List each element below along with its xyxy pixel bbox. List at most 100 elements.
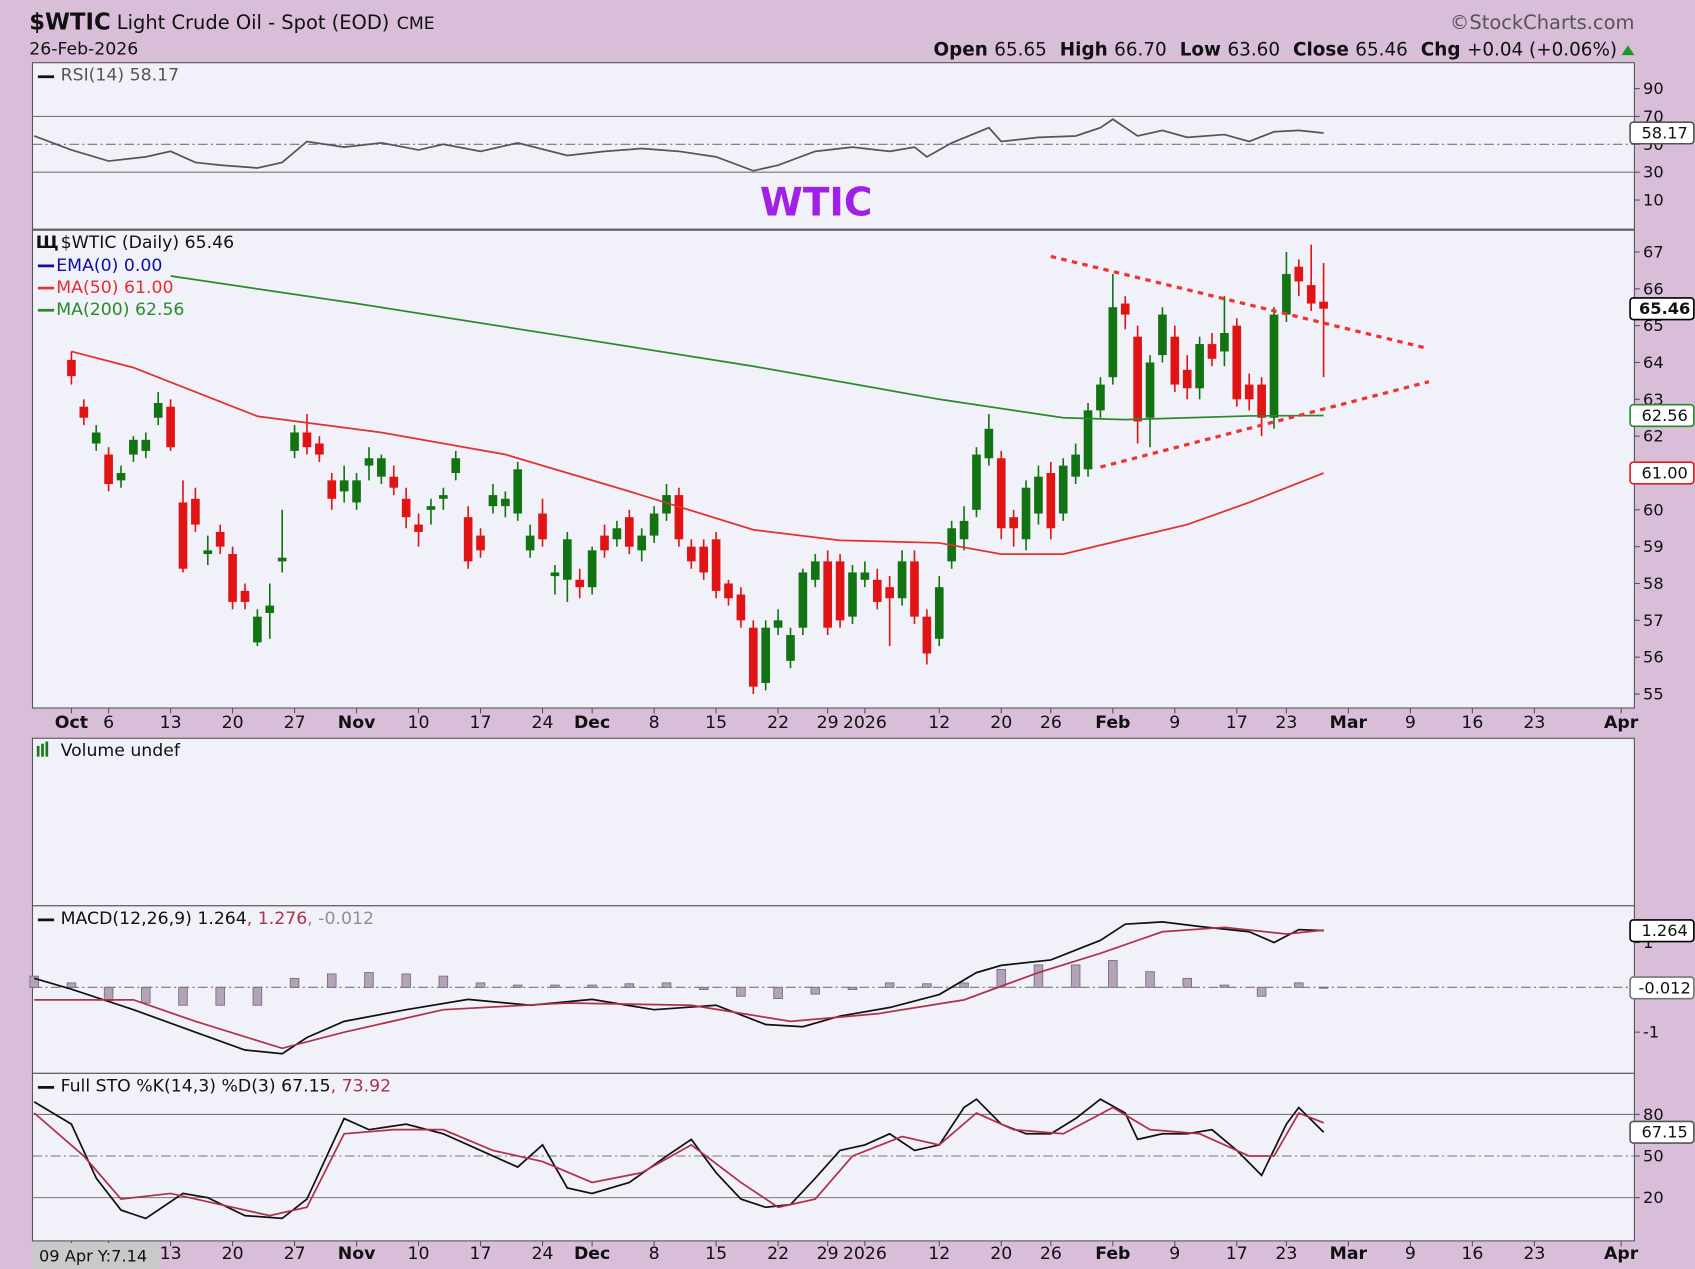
value-marker-label: 58.17	[1641, 123, 1687, 142]
x-tick-label: 23	[1523, 713, 1545, 733]
value-marker	[1629, 1120, 1695, 1144]
cursor-readout-box	[32, 1243, 161, 1269]
candle-body	[91, 432, 101, 444]
legend: Full STO %K(14,3) %D(3) 67.15, 73.92	[61, 1076, 392, 1096]
histogram-bar	[215, 986, 225, 1006]
candle-body	[724, 583, 733, 599]
candle-body	[612, 528, 622, 540]
value-marker-label: 67.15	[1641, 1123, 1687, 1142]
x-tick-label: Dec	[574, 713, 610, 733]
y-tick-label: 55	[1643, 685, 1664, 704]
candle-body	[1282, 274, 1291, 315]
candle-body	[835, 561, 845, 621]
legend-entry: , -0.012	[307, 909, 374, 929]
histogram-bar	[587, 984, 597, 988]
candle-body	[1294, 266, 1304, 282]
candle-body	[922, 616, 932, 654]
candle-body	[67, 359, 76, 377]
candle-body	[699, 546, 709, 573]
candle-body	[1158, 314, 1167, 356]
candle-body	[327, 480, 337, 499]
x-tick-label: 12	[928, 713, 950, 733]
histogram-bar	[773, 986, 783, 999]
candle-body	[587, 550, 597, 588]
candle-body	[1232, 325, 1242, 400]
x-tick-label: 23	[1275, 713, 1297, 733]
candle-body	[1182, 369, 1192, 389]
x-tick-label: Dec	[574, 1244, 610, 1264]
candle-body	[439, 495, 448, 499]
histogram-bar	[922, 983, 932, 988]
candle-body	[476, 535, 485, 551]
histogram-bar	[66, 982, 77, 988]
y-tick-label: 62	[1643, 427, 1664, 446]
candle-body	[872, 579, 882, 602]
x-tick-label: 27	[284, 1244, 306, 1264]
x-tick-label: 2026	[843, 713, 887, 733]
candle-body	[1034, 476, 1043, 514]
candle-body	[203, 550, 213, 555]
x-tick-label: Feb	[1095, 713, 1130, 733]
candle-body	[686, 546, 696, 562]
x-tick-label: 8	[649, 1244, 660, 1264]
x-tick-label: Apr	[1604, 1244, 1639, 1264]
legend-icon	[45, 741, 49, 757]
series-line	[33, 1106, 1324, 1217]
candle-body	[1170, 336, 1180, 385]
quote-value: 65.65	[994, 39, 1047, 60]
histogram-bar	[252, 986, 263, 1006]
y-tick-label: 10	[1643, 191, 1664, 210]
histogram-bar	[959, 982, 969, 988]
panel-title: Volume undef	[61, 741, 181, 761]
y-tick-label: 58	[1643, 574, 1664, 593]
candle-body	[339, 480, 349, 492]
candle-body	[352, 480, 361, 503]
candle-body	[1108, 307, 1118, 378]
quote-value: 65.46	[1355, 39, 1408, 60]
panel	[31, 737, 1635, 907]
candle-body	[277, 557, 287, 562]
candle-body	[773, 620, 783, 628]
candle-body	[624, 517, 634, 547]
candle-body	[451, 458, 461, 473]
candle-body	[104, 454, 113, 485]
x-tick-label: 9	[1405, 1244, 1416, 1264]
legend-entry: MA(50) 61.00	[56, 278, 173, 298]
value-marker-label: 1.264	[1641, 921, 1687, 940]
histogram-bar	[364, 972, 374, 988]
x-tick-label: 9	[1169, 713, 1180, 733]
legend-entry: MA(200) 62.56	[56, 300, 184, 320]
candle-body	[1319, 301, 1328, 309]
candle-body	[761, 627, 771, 683]
x-tick-label: 22	[767, 713, 789, 733]
y-tick-label: -1	[1643, 1023, 1659, 1042]
y-tick-label: 57	[1643, 611, 1664, 630]
panel	[31, 905, 1635, 1074]
value-marker-label: -0.012	[1639, 978, 1691, 997]
y-tick-label: 80	[1643, 1105, 1664, 1124]
candle-body	[240, 590, 250, 602]
candle-body	[1083, 410, 1093, 470]
candle-body	[116, 472, 126, 481]
candle-body	[848, 572, 857, 617]
candle-body	[1145, 362, 1155, 418]
histogram-bar	[29, 975, 39, 988]
y-tick-label: 66	[1643, 279, 1664, 298]
value-marker	[1629, 976, 1695, 1000]
cursor-readout: 09 Apr Y:7.14	[39, 1247, 147, 1266]
candle-body	[860, 572, 870, 580]
value-marker	[1629, 403, 1695, 428]
candle-body	[538, 513, 547, 540]
candle-body	[141, 439, 151, 451]
quote-value: 63.60	[1227, 39, 1280, 60]
histogram-bar	[327, 973, 337, 988]
series-line	[34, 926, 1324, 1050]
candle-body	[885, 587, 894, 599]
candle-body	[315, 443, 324, 455]
histogram-bar	[736, 986, 746, 997]
candle-body	[1021, 487, 1031, 540]
x-tick-label: 16	[1461, 713, 1483, 733]
candle-body	[166, 406, 175, 448]
